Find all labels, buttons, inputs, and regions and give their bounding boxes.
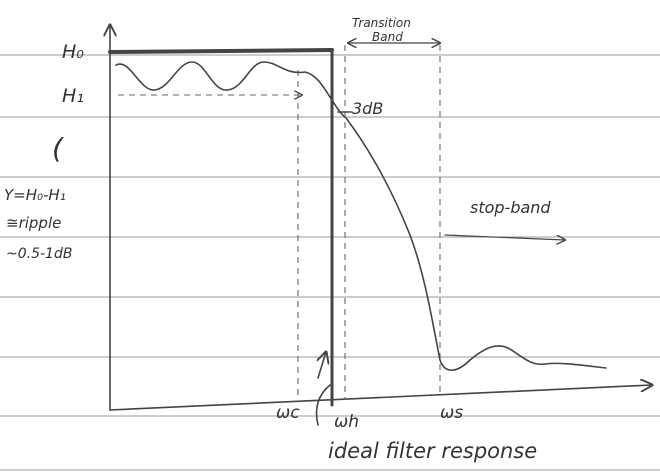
- h1-label: H₁: [62, 85, 84, 107]
- paren: (: [52, 132, 64, 165]
- ripple-label: ≅ripple: [6, 214, 61, 232]
- wh-label: ωh: [334, 412, 359, 432]
- band-label: Band: [372, 30, 403, 44]
- range-label: ~0.5-1dB: [6, 246, 72, 262]
- transition-label: Transition: [352, 16, 411, 30]
- db-label: 3dB: [352, 99, 383, 118]
- ideal-label: ideal filter response: [328, 439, 537, 463]
- ruled-lines: [0, 55, 660, 470]
- stopband-label: stop-band: [470, 198, 551, 217]
- diagram: H₀ H₁ Transition Band 3dB ( Y=H₀-H₁ ≅rip…: [0, 0, 660, 476]
- h0-label: H₀: [62, 41, 84, 63]
- axes: [110, 25, 652, 410]
- gamma-label: Y=H₀-H₁: [4, 186, 66, 204]
- wc-label: ωc: [276, 403, 300, 423]
- ws-label: ωs: [440, 403, 463, 423]
